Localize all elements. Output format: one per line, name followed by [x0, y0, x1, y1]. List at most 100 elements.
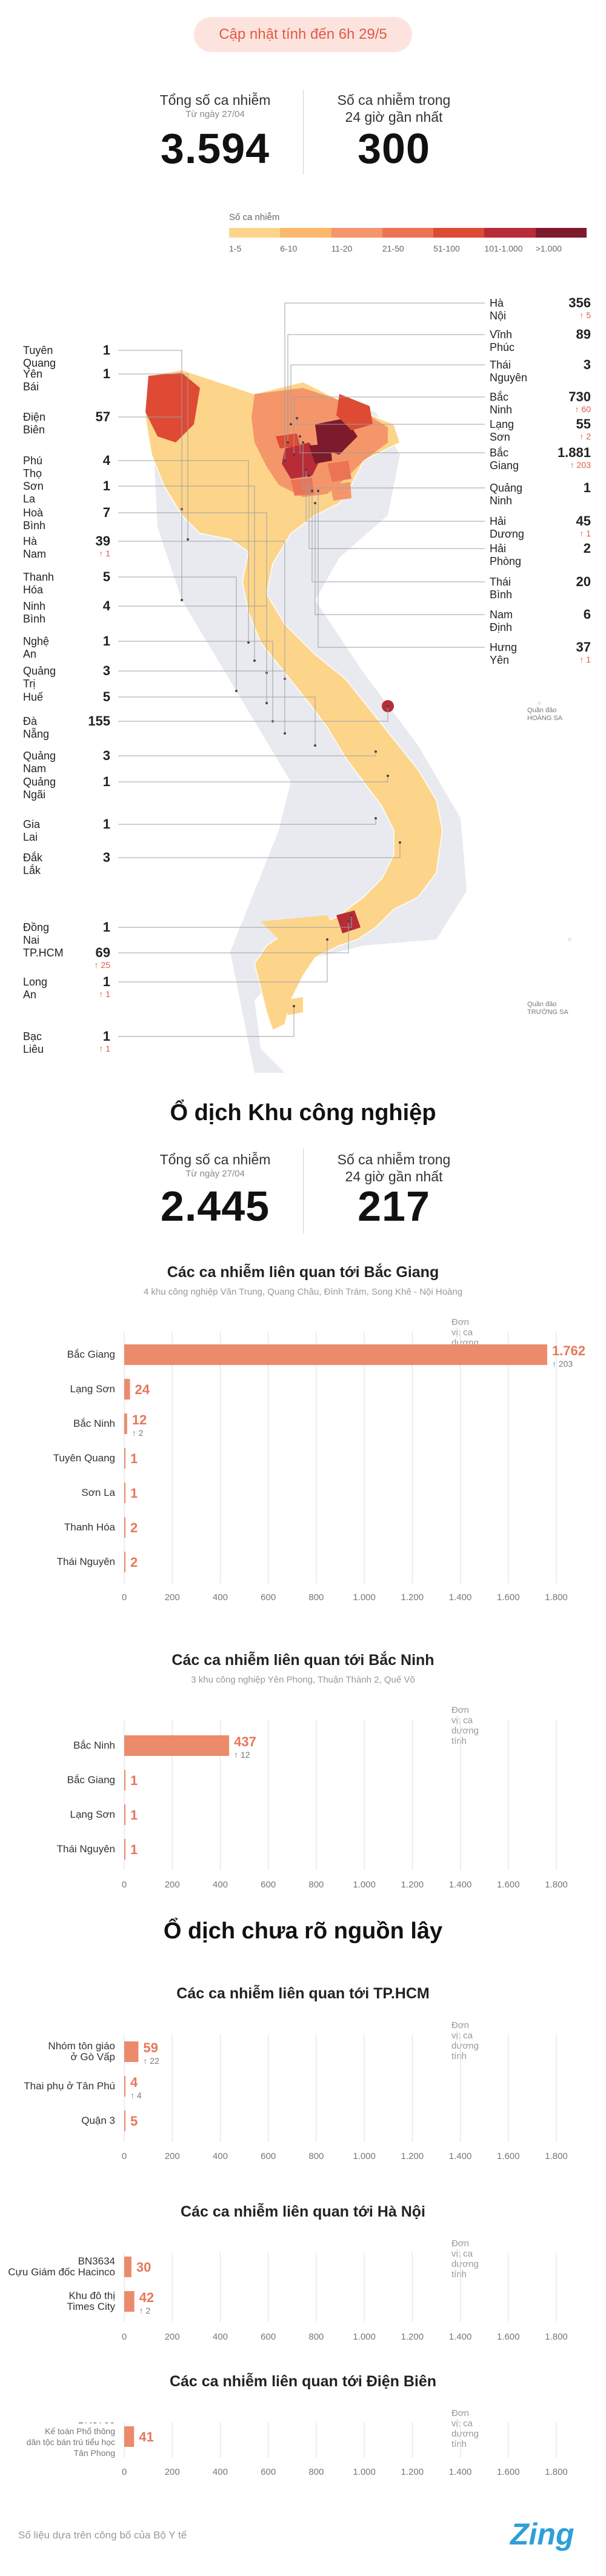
- category-label: Bắc Giang: [67, 1774, 115, 1786]
- province-value: 5: [102, 569, 110, 584]
- province-delta-value: 1: [105, 549, 110, 558]
- province-name: Bắc Giang: [490, 447, 519, 472]
- bar: [124, 2426, 135, 2447]
- color-legend: 1-5 6-10 11-20 21-50 51-100 101-1.000 >1.000: [229, 228, 587, 258]
- category-label: Thanh Hóa: [64, 1521, 116, 1533]
- leader-line: [118, 460, 249, 642]
- vietnam-map: Quần đảo HOÀNG SA Quần đảo TRƯỜNG SA: [118, 302, 571, 1073]
- recent-cases-value: 300: [358, 125, 430, 172]
- tick-label: 1.800: [545, 2332, 568, 2342]
- leader-dot: [253, 659, 256, 662]
- province-name: Hải Phòng: [490, 542, 522, 567]
- category-label: Sơn La: [81, 1487, 115, 1498]
- province-delta-value: 1: [586, 655, 591, 664]
- bar: [124, 1344, 547, 1365]
- kcn-heading: Ổ dịch Khu công nghiệp: [170, 1100, 436, 1126]
- legend-label: >1.000: [535, 244, 562, 253]
- category-label: dân tộc bán trú tiểu học: [27, 2437, 115, 2447]
- recent-cases-title-line1: Số ca nhiễm trong: [337, 92, 451, 108]
- province-name: Đà Nẵng: [23, 715, 50, 740]
- chart-title: Các ca nhiễm liên quan tới Hà Nội: [181, 2203, 425, 2220]
- tick-label: 1.000: [353, 2467, 376, 2477]
- province-name: Đắk Lắk: [23, 852, 43, 876]
- value-label: 4: [130, 2075, 138, 2090]
- tick-label: 1.800: [545, 1592, 568, 1603]
- kcn-total-title: Tổng số ca nhiễm: [159, 1152, 271, 1167]
- province-name: Yên Bái: [23, 368, 43, 393]
- category-label: Tân Phong: [74, 2448, 116, 2458]
- leader-dot: [305, 469, 307, 471]
- tick-label: 200: [165, 1592, 180, 1603]
- tick-label: 1.400: [449, 1880, 472, 1890]
- leader-line: [118, 641, 273, 721]
- province-value: 1: [102, 478, 110, 493]
- province-value: 155: [88, 713, 110, 729]
- tick-label: 400: [213, 1880, 228, 1890]
- province-name: Quảng Ngãi: [23, 776, 56, 801]
- province-value: 1: [102, 919, 110, 935]
- province-delta: ↑ 1: [545, 655, 591, 664]
- leader-line: [287, 334, 485, 442]
- tick-label: 1.800: [545, 2151, 568, 2161]
- unit-label: Đơn vị: ca dương tính: [451, 1705, 479, 1746]
- bar: [124, 1770, 125, 1790]
- dien-bien-area: [145, 373, 200, 442]
- leader-dot: [314, 502, 316, 504]
- tick-label: 0: [122, 1880, 127, 1890]
- province-delta-value: 1: [586, 529, 591, 538]
- bar: [124, 2257, 132, 2277]
- bar-chart: 0 200 400 600 800 1.000 1.200 1.400 1.600 1.800 BN…: [8, 2253, 568, 2342]
- province-delta-value: 5: [586, 310, 591, 320]
- province-name: Hải Dương: [490, 515, 524, 540]
- leader-line: [118, 752, 376, 756]
- province-value: 1: [102, 816, 110, 832]
- tick-label: 600: [261, 2467, 276, 2477]
- bar: [124, 1804, 125, 1825]
- chart-title: Các ca nhiễm liên quan tới Bắc Ninh: [171, 1652, 435, 1669]
- category-label: BN3758: [78, 2423, 115, 2426]
- bar: [124, 1552, 125, 1572]
- value-label: 24: [135, 1382, 150, 1397]
- province-value: 45: [576, 513, 591, 529]
- province-name: Tuyên Quang: [23, 344, 56, 369]
- province-value: 3: [102, 850, 110, 865]
- tick-label: 400: [213, 2151, 228, 2161]
- up-arrow-icon: ↑: [574, 404, 582, 414]
- bar: [124, 1839, 125, 1860]
- leader-line: [118, 486, 255, 661]
- zing-logo[interactable]: Zing: [509, 2515, 588, 2552]
- legend-label: 6-10: [280, 244, 298, 253]
- tick-label: 0: [122, 2151, 127, 2161]
- value-label: 30: [136, 2260, 151, 2275]
- leader-dot: [314, 744, 316, 747]
- province-name: Long An: [23, 976, 48, 1001]
- kcn-recent-title-line2: 24 giờ gần nhất: [345, 1169, 443, 1184]
- tick-label: 1.600: [497, 1880, 520, 1890]
- tick-label: 400: [213, 1592, 228, 1603]
- leader-dot: [299, 435, 301, 438]
- province-value: 1: [102, 974, 110, 989]
- tick-label: 600: [261, 2151, 276, 2161]
- value-label: 1: [130, 1773, 138, 1788]
- bar: [124, 1735, 230, 1756]
- leader-line: [118, 939, 328, 983]
- tick-label: 1.400: [449, 2467, 472, 2477]
- thai-binh-area: [330, 482, 351, 501]
- leader-dot: [265, 702, 268, 704]
- province-name: Sơn La: [23, 480, 44, 505]
- category-label: Quận 3: [81, 2115, 115, 2126]
- province-name: Điện Biên: [23, 411, 46, 436]
- total-cases-title: Tổng số ca nhiễm: [159, 92, 271, 108]
- province-name: Hưng Yên: [490, 641, 518, 666]
- unit-label: Đơn vị: ca dương tính: [451, 2238, 479, 2280]
- tick-label: 1.000: [353, 1592, 376, 1603]
- leader-line: [318, 491, 485, 648]
- unknown-source-heading: Ổ dịch chưa rõ nguồn lây: [163, 1918, 443, 1944]
- leader-dot: [347, 920, 350, 923]
- tick-label: 800: [308, 1592, 324, 1603]
- province-name: Thanh Hóa: [23, 571, 55, 596]
- legend-swatch: [484, 228, 536, 238]
- province-name: Đồng Nai: [23, 921, 50, 946]
- province-value: 1: [583, 480, 591, 495]
- legend-swatch: [331, 228, 382, 238]
